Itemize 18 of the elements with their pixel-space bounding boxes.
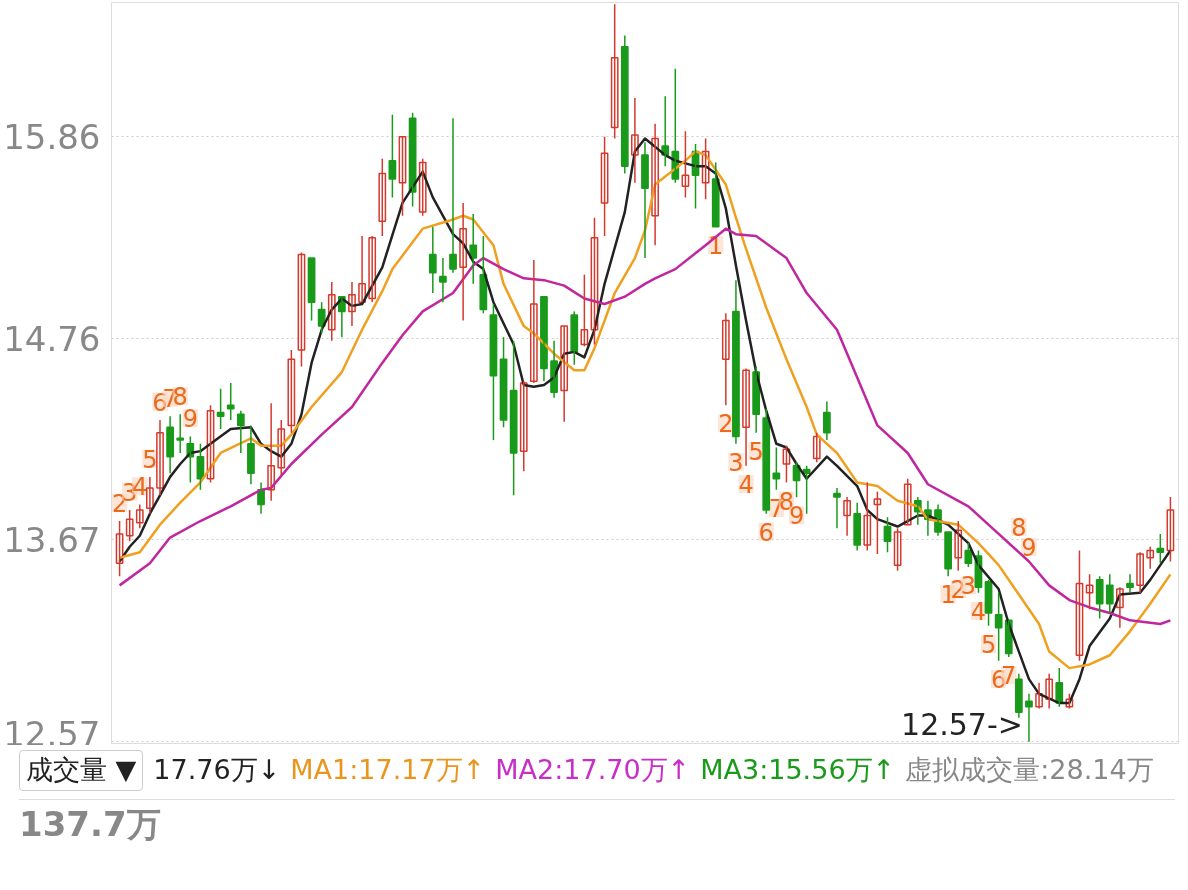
text: 5 <box>142 445 158 474</box>
y-tick-label: 15.86 <box>3 117 101 158</box>
annotation: 12.57-> <box>901 706 1023 742</box>
text: MA1:17.17万↑ <box>290 753 486 787</box>
text: 5 <box>980 631 997 660</box>
y-tick-label: 14.76 <box>3 319 101 360</box>
text: 2 <box>718 410 734 439</box>
text: 成交量 ▼ <box>26 754 137 785</box>
y-tick-label: 13.67 <box>3 519 101 560</box>
text: 4 <box>970 597 987 626</box>
text: 17.76万↓ <box>153 753 281 787</box>
text: 5 <box>748 437 764 466</box>
text: MA2:17.70万↑ <box>495 753 691 787</box>
text: 137.7万 <box>19 798 1175 849</box>
text: 9 <box>182 405 198 434</box>
text: 虚拟成交量:28.14万 <box>905 753 1154 787</box>
text: MA3:15.56万↑ <box>700 753 896 787</box>
text: 6 <box>758 518 774 547</box>
